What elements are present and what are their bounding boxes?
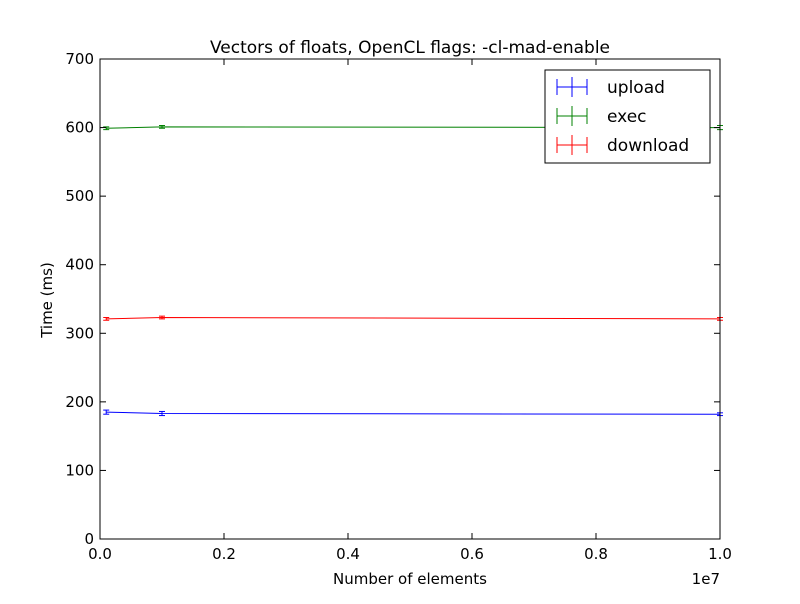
y-tick-label: 200 bbox=[65, 393, 94, 411]
series-layer bbox=[103, 125, 723, 417]
series-upload bbox=[103, 409, 723, 417]
y-tick-label: 100 bbox=[65, 461, 94, 479]
plot-frame bbox=[99, 58, 721, 540]
x-tick-label: 0.0 bbox=[88, 545, 112, 563]
chart-title: Vectors of floats, OpenCL flags: -cl-mad… bbox=[210, 38, 610, 58]
legend: upload exec download bbox=[544, 69, 711, 164]
ticks-layer: 0.0 0.2 0.4 0.6 0.8 1.0 0 100 200 300 400 500 600 700 bbox=[65, 50, 732, 563]
legend-label: exec bbox=[607, 107, 647, 127]
x-axis-offset-label: 1e7 bbox=[692, 570, 720, 588]
y-tick-label: 300 bbox=[65, 324, 94, 342]
legend-entry-download: download bbox=[556, 135, 689, 156]
legend-label: download bbox=[607, 136, 689, 156]
y-tick-label: 400 bbox=[65, 256, 94, 274]
x-axis-label: Number of elements bbox=[333, 570, 487, 588]
legend-entry-exec: exec bbox=[556, 106, 647, 127]
legend-entry-upload: upload bbox=[556, 77, 665, 98]
legend-label: upload bbox=[607, 78, 665, 98]
series-download bbox=[103, 315, 723, 321]
y-axis-label: Time (ms) bbox=[38, 262, 56, 339]
x-tick-label: 0.2 bbox=[212, 545, 236, 563]
series-line-download bbox=[106, 317, 721, 320]
y-tick-label: 500 bbox=[65, 187, 94, 205]
series-line-upload bbox=[106, 411, 721, 415]
x-tick-label: 1.0 bbox=[708, 545, 732, 563]
x-tick-label: 0.6 bbox=[460, 545, 484, 563]
x-tick-label: 0.8 bbox=[584, 545, 608, 563]
y-tick-label: 700 bbox=[65, 50, 94, 68]
y-tick-label: 600 bbox=[65, 119, 94, 137]
y-tick-label: 0 bbox=[84, 530, 94, 548]
x-tick-label: 0.4 bbox=[336, 545, 360, 563]
